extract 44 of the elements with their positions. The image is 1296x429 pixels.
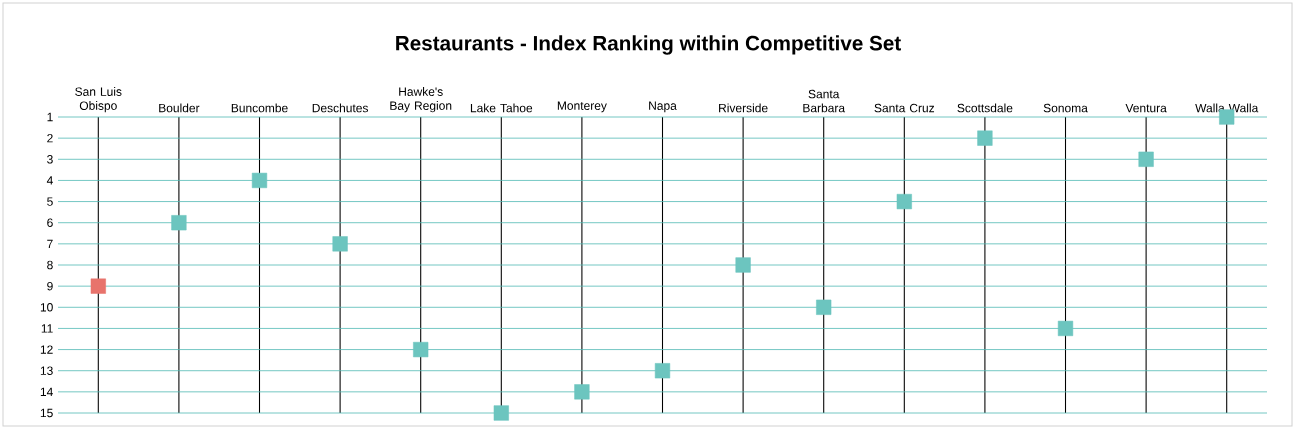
point xyxy=(735,257,751,273)
y-tick-label: 13 xyxy=(40,366,53,375)
x-tick-label: Santa Barbara xyxy=(803,89,846,113)
x-tick-label: Buncombe xyxy=(231,103,288,113)
point xyxy=(332,236,348,252)
x-tick-label: San Luis Obispo xyxy=(75,87,122,113)
x-tick-label: Napa xyxy=(649,101,677,113)
point xyxy=(896,193,912,210)
y-tick-label: 5 xyxy=(47,197,53,206)
y-tick-label: 14 xyxy=(40,387,53,396)
y-tick-label: 7 xyxy=(47,239,53,248)
x-tick-label: Santa Cruz xyxy=(874,103,935,113)
point xyxy=(816,299,832,315)
y-tick-label: 11 xyxy=(41,324,53,333)
point xyxy=(90,278,106,294)
chart-title: Restaurants - Index Ranking within Competitive Set xyxy=(396,35,901,55)
point xyxy=(413,341,429,358)
x-tick-label: Deschutes xyxy=(312,103,369,113)
x-tick-label: Sonoma xyxy=(1043,103,1088,113)
y-tick-label: 1 xyxy=(47,112,53,122)
point xyxy=(1138,151,1154,167)
x-tick-label: Boulder xyxy=(159,103,200,113)
y-tick-label: 4 xyxy=(46,176,53,185)
x-tick-label: Monterey xyxy=(557,101,607,113)
y-tick-label: 15 xyxy=(40,408,53,418)
x-tick-label: Riverside xyxy=(719,103,768,113)
y-tick-label: 2 xyxy=(47,133,53,143)
point xyxy=(574,384,590,400)
point xyxy=(251,172,268,189)
point xyxy=(493,405,509,421)
point xyxy=(654,363,671,379)
point xyxy=(171,215,187,231)
y-tick-label: 3 xyxy=(47,155,53,164)
y-tick-label: 9 xyxy=(47,281,53,291)
y-tick-label: 6 xyxy=(47,218,53,227)
y-tick-label: 8 xyxy=(47,260,53,270)
x-tick-label: Scottsdale xyxy=(957,103,1013,113)
point xyxy=(1057,320,1074,337)
x-tick-label: Lake Tahoe xyxy=(470,103,533,113)
x-tick-label: Ventura xyxy=(1125,103,1167,113)
point xyxy=(977,130,993,146)
x-tick-label: Hawke's Bay Region xyxy=(390,87,452,113)
y-tick-label: 12 xyxy=(40,345,53,354)
y-tick-label: 10 xyxy=(40,303,53,312)
